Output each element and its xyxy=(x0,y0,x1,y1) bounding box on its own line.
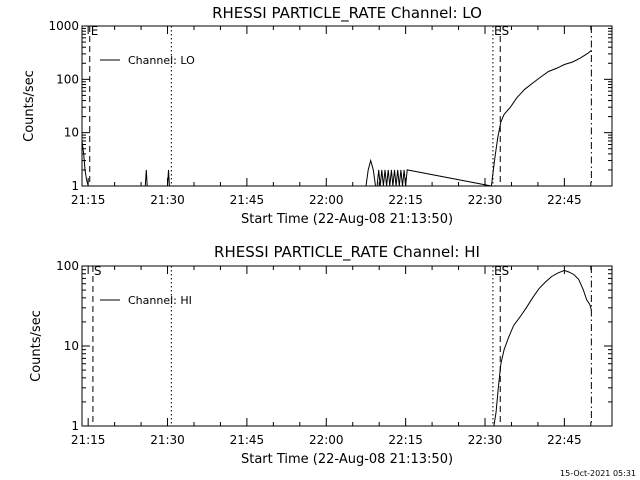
x-tick-label: 21:15 xyxy=(71,433,106,447)
x-tick-label: 22:15 xyxy=(388,433,423,447)
y-axis-label: Counts/sec xyxy=(29,310,44,382)
y-tick-label: 100 xyxy=(56,72,79,86)
marker-label: ES xyxy=(494,24,509,38)
marker-label: ES xyxy=(494,264,509,278)
series-line-0 xyxy=(81,49,592,187)
x-tick-label: 22:00 xyxy=(309,433,344,447)
legend-label: Channel: LO xyxy=(128,54,195,67)
x-tick-label: 21:30 xyxy=(150,433,185,447)
legend-label: Channel: HI xyxy=(128,294,192,307)
marker-label: S xyxy=(94,264,102,278)
x-tick-label: 22:30 xyxy=(468,193,503,207)
y-tick-label: 100 xyxy=(56,259,79,273)
x-tick-label: 21:45 xyxy=(230,193,265,207)
x-tick-label: 21:45 xyxy=(230,433,265,447)
x-tick-label: 22:30 xyxy=(468,433,503,447)
y-tick-label: 10 xyxy=(64,126,79,140)
y-tick-label: 1 xyxy=(71,419,79,433)
footer-timestamp: 15-Oct-2021 05:31 xyxy=(560,469,636,478)
x-tick-label: 22:00 xyxy=(309,193,344,207)
x-tick-label: 21:30 xyxy=(150,193,185,207)
x-tick-label: 21:15 xyxy=(71,193,106,207)
y-tick-label: 10 xyxy=(64,339,79,353)
x-tick-label: 22:45 xyxy=(547,433,582,447)
chart-title: RHESSI PARTICLE_RATE Channel: LO xyxy=(212,4,482,23)
y-axis-label: Counts/sec xyxy=(22,70,37,142)
x-axis-label: Start Time (22-Aug-08 21:13:50) xyxy=(241,212,453,227)
x-tick-label: 22:15 xyxy=(388,193,423,207)
plot-frame xyxy=(81,25,613,187)
chart-hi-channel: RHESSI PARTICLE_RATE Channel: HI 21:15 21:… xyxy=(29,243,613,467)
plot-frame xyxy=(81,265,613,427)
x-axis-label: Start Time (22-Aug-08 21:13:50) xyxy=(241,452,453,467)
chart-title: RHESSI PARTICLE_RATE Channel: HI xyxy=(214,243,480,262)
series-line-0 xyxy=(493,269,592,427)
chart-lo-channel: RHESSI PARTICLE_RATE Channel: LO 21:15 21:… xyxy=(22,4,613,227)
marker-label: E xyxy=(91,24,99,38)
y-tick-label: 1000 xyxy=(48,19,79,33)
y-tick-label: 1 xyxy=(71,179,79,193)
x-tick-label: 22:45 xyxy=(547,193,582,207)
